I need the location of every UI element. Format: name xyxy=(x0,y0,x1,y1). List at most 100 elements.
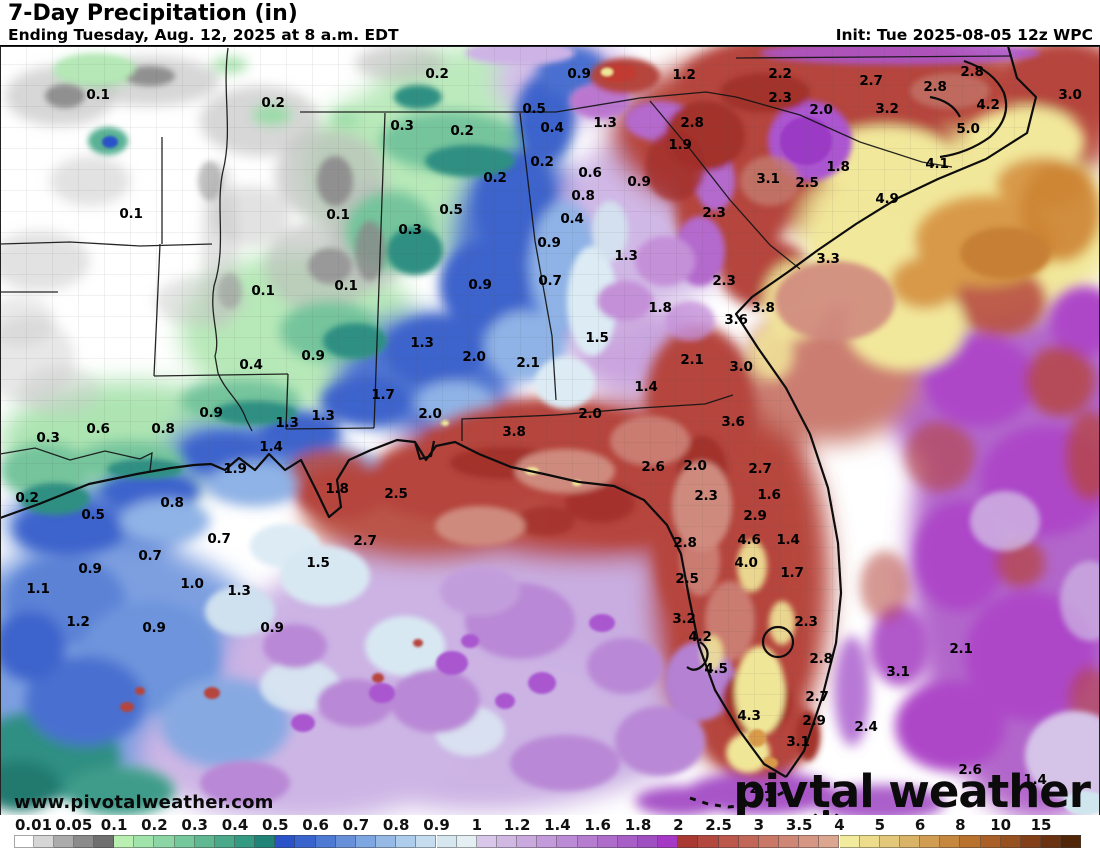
colorbar-cell xyxy=(577,835,598,848)
precip-value-label: 0.1 xyxy=(86,87,110,103)
precip-value-label: 0.9 xyxy=(301,348,325,364)
precip-value-label: 2.3 xyxy=(768,90,792,106)
precip-value-label: 3.1 xyxy=(786,734,810,750)
colorbar-cell xyxy=(33,835,54,848)
precip-value-label: 0.2 xyxy=(450,123,474,139)
pivotal-weather-logo: piv tal weather xyxy=(733,769,1091,846)
precip-value-label: 2.5 xyxy=(675,571,699,587)
colorbar-tick-label: 2.5 xyxy=(705,816,732,834)
colorbar-cell xyxy=(638,835,659,848)
precip-value-label: 2.7 xyxy=(859,73,883,89)
precip-value-label: 3.2 xyxy=(672,611,696,627)
florida-keys xyxy=(689,788,789,809)
precip-value-label: 1.4 xyxy=(634,379,658,395)
precip-value-label: 1.3 xyxy=(275,415,299,431)
colorbar-cell xyxy=(1041,835,1062,848)
precip-value-label: 0.3 xyxy=(398,222,422,238)
precip-value-label: 0.5 xyxy=(522,101,546,117)
precip-contours xyxy=(0,46,1100,816)
precip-value-label: 1.9 xyxy=(223,461,247,477)
precip-value-label: 3.1 xyxy=(756,171,780,187)
colorbar-cell xyxy=(456,835,477,848)
precip-value-label: 1.3 xyxy=(410,335,434,351)
precip-value-label: 2.6 xyxy=(641,459,665,475)
precip-value-label: 0.9 xyxy=(537,235,561,251)
precip-value-label: 3.6 xyxy=(724,312,748,328)
precip-value-label: 0.4 xyxy=(540,120,564,136)
colorbar-cell xyxy=(899,835,921,848)
colorbar-cell xyxy=(799,835,820,848)
watermark: www.pivotalweather.com xyxy=(14,792,274,813)
precip-value-label: 2.8 xyxy=(673,535,697,551)
colorbar-tick-label: 0.2 xyxy=(141,816,168,834)
precip-value-label: 2.9 xyxy=(743,508,767,524)
colorbar-tick-label: 1.2 xyxy=(503,816,531,834)
colorbar-cell xyxy=(335,835,356,848)
precip-value-label: 0.1 xyxy=(334,278,358,294)
colorbar-tick-label: 15 xyxy=(1030,816,1052,834)
valid-time-label: Ending Tuesday, Aug. 12, 2025 at 8 a.m. … xyxy=(8,26,399,44)
precip-value-label: 0.2 xyxy=(425,66,449,82)
colorbar-tick-label: 0.4 xyxy=(221,816,249,834)
precip-value-label: 3.3 xyxy=(816,251,840,267)
precip-value-label: 2.0 xyxy=(809,102,833,118)
colorbar-cell xyxy=(819,835,840,848)
precip-value-label: 2.6 xyxy=(958,762,982,778)
colorbar-cell xyxy=(537,835,558,848)
precip-value-label: 1.9 xyxy=(668,137,692,153)
colorbar-cell xyxy=(174,835,195,848)
precip-value-label: 3.6 xyxy=(721,414,745,430)
colorbar-cell xyxy=(960,835,981,848)
colorbar-cell xyxy=(879,835,900,848)
colorbar-tick-label: 1 xyxy=(471,816,483,834)
colorbar-tick-label: 5 xyxy=(874,816,886,834)
map-header: 7-Day Precipitation (in) Ending Tuesday,… xyxy=(0,0,1100,45)
colorbar-tick-label: 6 xyxy=(914,816,926,834)
precip-value-label: 1.4 xyxy=(776,532,800,548)
precip-value-label: 1.3 xyxy=(227,583,251,599)
precip-value-label: 2.5 xyxy=(795,175,819,191)
state-borders xyxy=(0,47,1013,472)
precip-value-label: 4.2 xyxy=(688,629,712,645)
precip-value-label: 5.0 xyxy=(956,121,980,137)
precip-value-label: 3.8 xyxy=(502,424,526,440)
colorbar-cell xyxy=(275,835,296,848)
precip-value-label: 3.8 xyxy=(751,300,775,316)
colorbar-cell xyxy=(194,835,215,848)
coastline xyxy=(0,46,1038,809)
precip-value-label: 0.8 xyxy=(571,188,595,204)
colorbar-cell xyxy=(698,835,719,848)
precip-value-label: 0.9 xyxy=(78,561,102,577)
precip-value-label: 1.6 xyxy=(757,487,781,503)
colorbar-cell xyxy=(53,835,74,848)
precip-value-label: 3.0 xyxy=(1058,87,1082,103)
colorbar-tick-label: 0.6 xyxy=(302,816,329,834)
precip-value-label: 2.3 xyxy=(702,205,726,221)
colorbar-cell xyxy=(214,835,235,848)
precip-value-label: 0.4 xyxy=(560,211,584,227)
colorbar-cell xyxy=(93,835,115,848)
precip-value-label: 2.1 xyxy=(749,781,773,797)
colorbar-tick-label: 1.6 xyxy=(584,816,611,834)
colorbar-tick-label: 0.5 xyxy=(262,816,289,834)
precip-value-label: 0.5 xyxy=(81,507,105,523)
precip-value-label: 0.1 xyxy=(119,206,143,222)
colorbar-cell xyxy=(517,835,538,848)
precip-value-label: 0.8 xyxy=(160,495,184,511)
colorbar-tick-label: 0.9 xyxy=(423,816,450,834)
colorbar-strip xyxy=(0,835,1100,849)
colorbar-tick-label: 10 xyxy=(990,816,1012,834)
precip-value-label: 0.6 xyxy=(86,421,110,437)
precip-value-label: 2.4 xyxy=(854,719,878,735)
precip-value-label: 2.0 xyxy=(578,406,602,422)
precip-value-label: 2.2 xyxy=(768,66,792,82)
colorbar-cell xyxy=(940,835,961,848)
colorbar-cell xyxy=(779,835,800,848)
colorbar-cell xyxy=(839,835,860,848)
colorbar-cell xyxy=(315,835,336,848)
colorbar-cell xyxy=(13,835,34,848)
precip-value-label: 0.2 xyxy=(530,154,554,170)
precip-value-label: 0.9 xyxy=(627,174,651,190)
colorbar-tick-label: 0.05 xyxy=(55,816,93,834)
precip-value-label: 4.2 xyxy=(976,97,1000,113)
